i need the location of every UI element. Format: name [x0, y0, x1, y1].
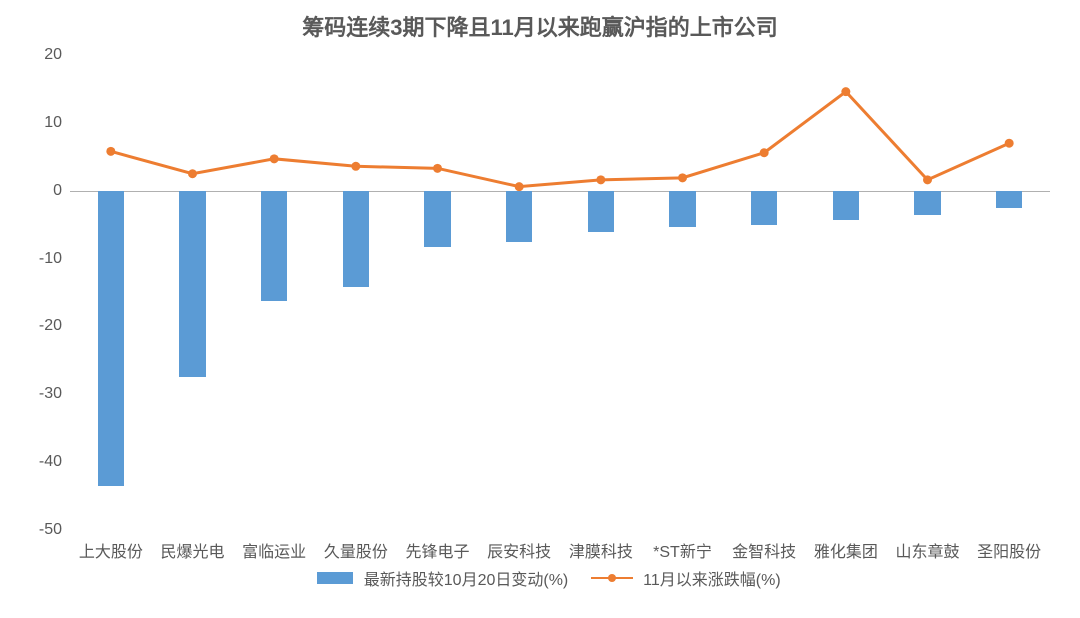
x-tick: 民爆光电	[160, 538, 224, 562]
x-tick: 圣阳股份	[977, 538, 1041, 562]
line-series	[111, 92, 1009, 187]
x-tick: 上大股份	[79, 538, 143, 562]
x-tick: 久量股份	[324, 538, 388, 562]
line-marker	[351, 162, 360, 171]
chart-legend: 最新持股较10月20日变动(%) 11月以来涨跌幅(%)	[0, 566, 1080, 590]
y-tick: -10	[39, 250, 62, 268]
line-marker	[106, 147, 115, 156]
line-marker	[678, 173, 687, 182]
x-tick: *ST新宁	[653, 538, 712, 562]
line-marker	[515, 182, 524, 191]
y-tick: -30	[39, 385, 62, 403]
chart-title: 筹码连续3期下降且11月以来跑赢沪指的上市公司	[20, 10, 1060, 42]
y-tick: 0	[53, 182, 62, 200]
y-tick: -20	[39, 317, 62, 335]
legend-label-line: 11月以来涨跌幅(%)	[643, 566, 781, 590]
line-marker	[188, 169, 197, 178]
line-marker	[923, 175, 932, 184]
line-marker	[596, 175, 605, 184]
x-tick: 辰安科技	[487, 538, 551, 562]
line-marker	[760, 148, 769, 157]
y-tick: 10	[44, 114, 62, 132]
y-tick: -50	[39, 521, 62, 539]
legend-swatch-line	[591, 577, 633, 579]
legend-swatch-bar	[317, 572, 353, 584]
x-tick: 雅化集团	[814, 538, 878, 562]
y-tick: -40	[39, 453, 62, 471]
y-tick: 20	[44, 46, 62, 64]
line-series-overlay	[70, 55, 1050, 530]
line-marker	[433, 164, 442, 173]
x-tick: 先锋电子	[405, 538, 469, 562]
x-tick: 金智科技	[732, 538, 796, 562]
line-marker	[1005, 139, 1014, 148]
chart-plot-area: 20100-10-20-30-40-50上大股份民爆光电富临运业久量股份先锋电子…	[70, 55, 1050, 530]
x-tick: 津膜科技	[569, 538, 633, 562]
line-marker	[841, 87, 850, 96]
x-tick: 富临运业	[242, 538, 306, 562]
x-tick: 山东章鼓	[895, 538, 959, 562]
line-marker	[270, 154, 279, 163]
legend-label-bar: 最新持股较10月20日变动(%)	[364, 566, 568, 590]
